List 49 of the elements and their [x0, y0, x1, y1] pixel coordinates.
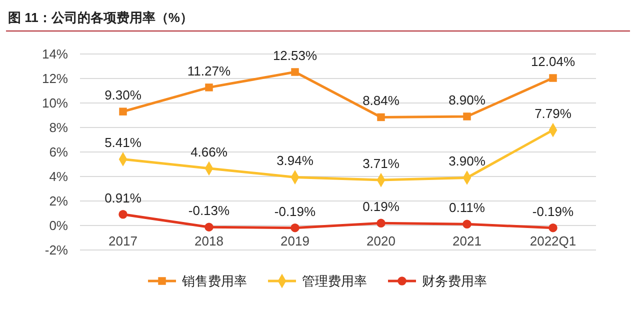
data-label: 8.90% [448, 92, 486, 108]
x-tick-label: 2017 [108, 234, 138, 248]
data-label: -0.19% [274, 204, 316, 219]
data-label: 8.84% [362, 93, 400, 108]
data-label: 0.91% [104, 190, 142, 206]
x-tick-label: 2022Q1 [530, 234, 576, 248]
point [290, 223, 300, 232]
point [204, 222, 214, 232]
data-label: 5.41% [104, 135, 142, 150]
point [118, 210, 128, 219]
y-tick-label: 10% [42, 96, 68, 111]
x-tick-label: 2018 [194, 234, 224, 248]
legend-label: 管理费用率 [302, 274, 367, 289]
point [291, 68, 299, 76]
y-tick-label: 6% [49, 144, 68, 160]
data-label: 3.90% [448, 154, 486, 169]
point [119, 108, 127, 116]
x-tick-label: 2019 [280, 234, 310, 248]
point [549, 74, 557, 82]
data-label: -0.13% [188, 203, 230, 218]
y-tick-label: 0% [49, 218, 68, 234]
data-label: 9.30% [104, 88, 142, 103]
data-label: 3.94% [276, 153, 314, 168]
y-tick-label: 8% [49, 120, 68, 136]
x-tick-label: 2020 [366, 234, 396, 248]
y-tick-label: 14% [42, 46, 68, 62]
data-label: 11.27% [187, 63, 231, 78]
data-label: 0.11% [449, 200, 486, 216]
point [548, 223, 558, 232]
data-label: 7.79% [534, 106, 572, 122]
data-label: 0.19% [362, 199, 400, 214]
y-tick-label: -2% [44, 242, 68, 258]
x-tick-label: 2021 [452, 234, 482, 248]
data-label: 4.66% [190, 144, 228, 160]
point [463, 112, 471, 120]
point [376, 218, 386, 228]
chart-title: 图 11：公司的各项费用率（%） [8, 10, 193, 25]
legend-label: 销售费用率 [181, 274, 247, 289]
point [377, 113, 385, 122]
point [205, 84, 213, 92]
data-label: 12.04% [530, 54, 576, 70]
data-label: 12.53% [272, 48, 318, 64]
data-label: -0.19% [532, 204, 574, 219]
y-tick-label: 2% [49, 194, 68, 209]
data-label: 3.71% [362, 156, 400, 172]
y-tick-label: 4% [49, 169, 68, 184]
y-tick-label: 12% [42, 71, 68, 86]
point [462, 220, 472, 229]
legend-label: 财务费用率 [422, 274, 487, 289]
